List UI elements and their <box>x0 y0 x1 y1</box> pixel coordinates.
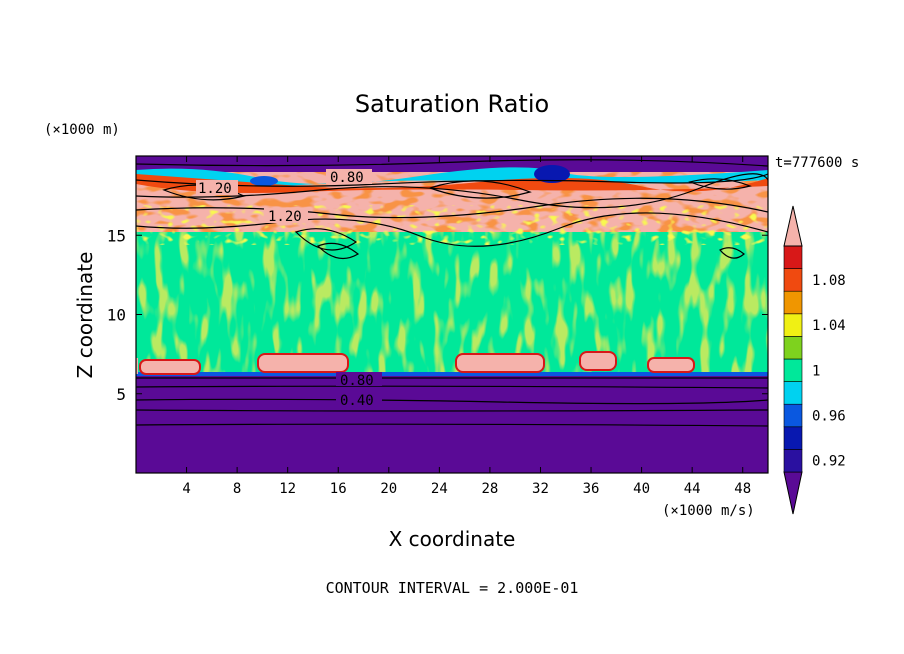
colorbar-swatch <box>783 336 803 360</box>
colorbar-tick-label: 0.96 <box>812 409 846 425</box>
x-tick-label: 44 <box>684 481 701 497</box>
colorbar-swatch <box>783 381 803 405</box>
y-tick-label: 15 <box>107 226 126 245</box>
x-tick-label: 8 <box>233 481 241 497</box>
time-label: t=777600 s <box>775 155 859 171</box>
x-tick-label: 28 <box>481 481 498 497</box>
x-axis-label: X coordinate <box>389 527 516 551</box>
y-axis: 5 10 15 <box>107 226 768 404</box>
contour-interval-note: CONTOUR INTERVAL = 2.000E-01 <box>326 579 579 597</box>
x-tick-label: 12 <box>279 481 296 497</box>
x-tick-label: 36 <box>583 481 600 497</box>
contour-label: 0.80 <box>330 170 364 186</box>
y-tick-label: 5 <box>116 385 126 404</box>
colorbar-swatch <box>783 403 803 428</box>
contour-label: 1.20 <box>198 181 232 197</box>
y-axis-label: Z coordinate <box>73 252 97 379</box>
x-axis: 4 8 12 16 20 24 28 32 36 40 44 48 <box>182 156 751 497</box>
colorbar-lower-extend <box>783 471 803 515</box>
x-tick-label: 24 <box>431 481 448 497</box>
colorbar-swatch <box>783 245 803 269</box>
x-unit-label: (×1000 m/s) <box>662 503 755 519</box>
contour-label-group: 0.80 1.20 1.20 0.80 0.40 <box>196 169 382 409</box>
x-tick-label: 48 <box>734 481 751 497</box>
colorbar-tick-label: 1 <box>812 363 820 379</box>
colorbar-swatch <box>783 313 803 337</box>
colorbar-swatch <box>783 268 803 292</box>
colorbar-swatch <box>783 449 803 473</box>
colorbar-upper-extend <box>783 205 803 247</box>
y-tick-label: 10 <box>107 306 126 325</box>
x-tick-label: 4 <box>182 481 190 497</box>
contour-label: 0.40 <box>340 393 374 409</box>
colorbar: 0.92 0.96 1 1.04 1.08 <box>783 205 846 515</box>
colorbar-tick-label: 1.08 <box>812 273 846 289</box>
x-tick-label: 16 <box>330 481 347 497</box>
contour-lines <box>136 159 768 427</box>
colorbar-swatch <box>783 358 803 382</box>
contour-label: 0.80 <box>340 373 374 389</box>
stratosphere-region <box>136 156 768 172</box>
x-tick-label: 32 <box>532 481 549 497</box>
x-tick-label: 20 <box>380 481 397 497</box>
y-unit-label: (×1000 m) <box>44 122 120 138</box>
colorbar-tick-label: 0.92 <box>812 454 846 470</box>
chart-title: Saturation Ratio <box>355 90 549 118</box>
colorbar-swatch <box>783 426 803 450</box>
plot-area: 0.80 1.20 1.20 0.80 0.40 <box>136 156 768 473</box>
colorbar-swatch <box>783 290 803 315</box>
x-tick-label: 40 <box>633 481 650 497</box>
contour-label: 1.20 <box>268 209 302 225</box>
colorbar-tick-label: 1.04 <box>812 318 846 334</box>
